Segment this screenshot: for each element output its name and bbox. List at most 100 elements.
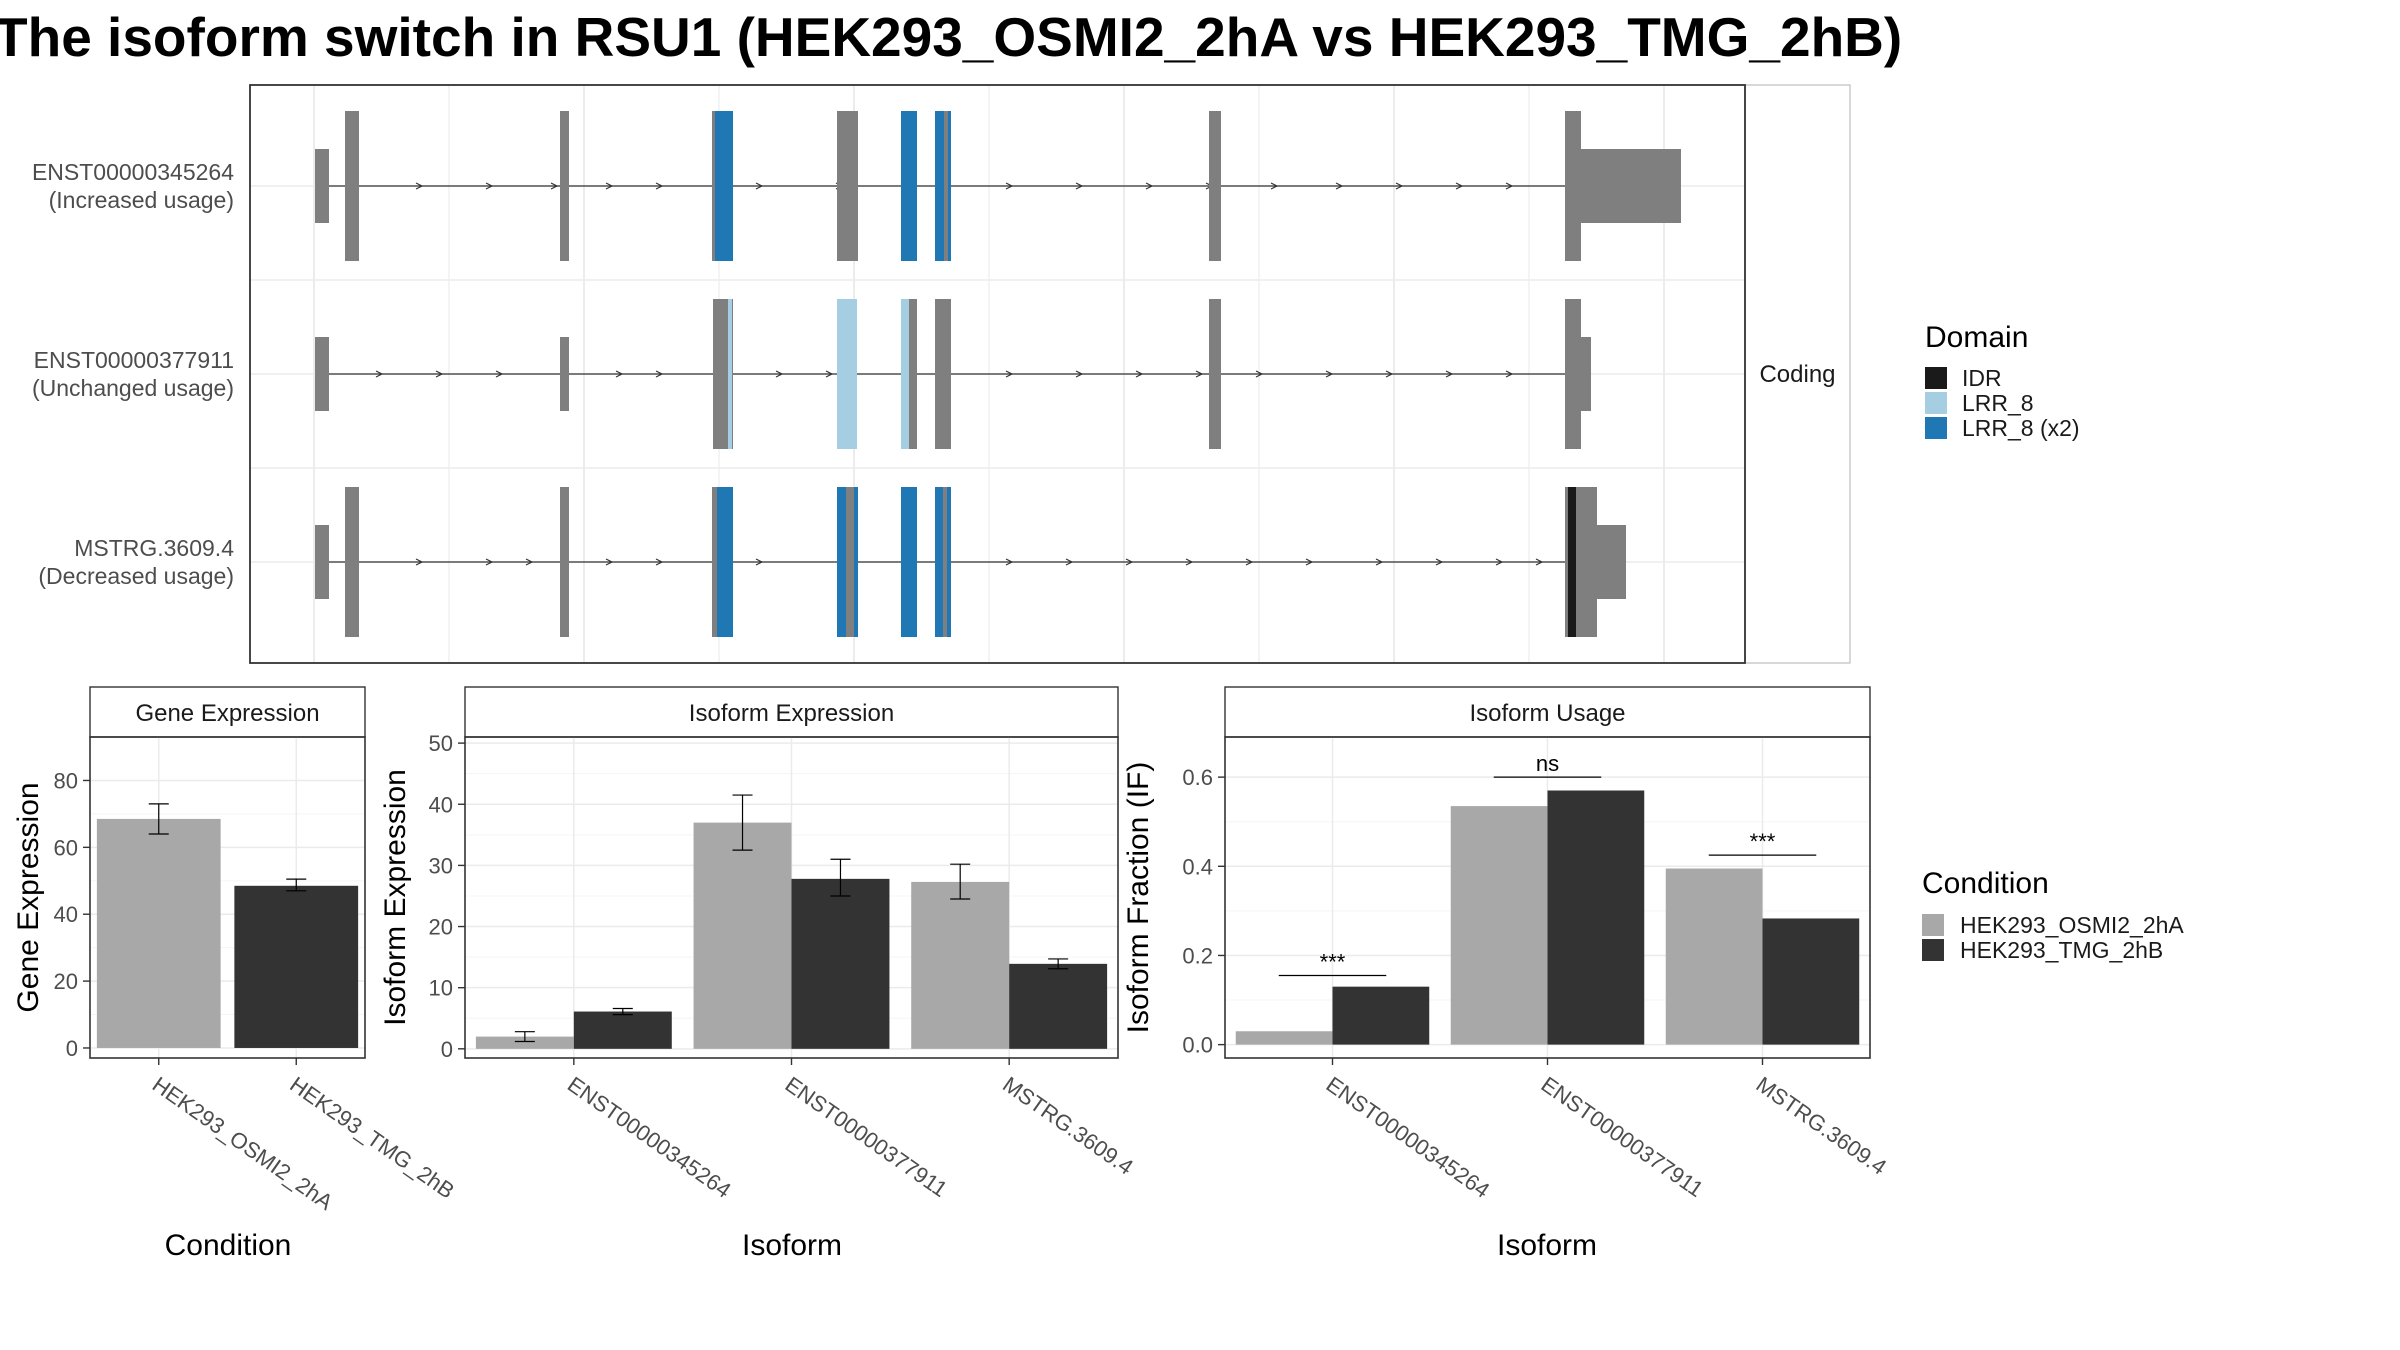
bar xyxy=(1547,790,1645,1045)
exon xyxy=(1565,111,1581,261)
strand-arrow xyxy=(1005,182,1014,190)
x-tick-label: ENST00000345264 xyxy=(563,1072,736,1203)
significance-label: *** xyxy=(1750,829,1776,854)
exon xyxy=(901,111,917,261)
exon xyxy=(1209,299,1221,449)
exon xyxy=(846,487,854,637)
strand-arrow xyxy=(1195,370,1204,378)
condition-legend-key xyxy=(1922,939,1944,961)
panel-title: Gene Expression xyxy=(135,700,319,727)
strand-arrow xyxy=(1505,370,1514,378)
domain-legend-label: LRR_8 (x2) xyxy=(1962,415,2080,441)
x-tick-label: ENST00000377911 xyxy=(781,1072,952,1202)
y-axis-title: Gene Expression xyxy=(12,782,45,1012)
strand-arrow xyxy=(775,370,784,378)
exon xyxy=(713,111,733,261)
y-tick-label: 20 xyxy=(429,915,453,940)
bar xyxy=(1009,963,1108,1049)
strand-arrow xyxy=(1505,182,1514,190)
strand-arrow xyxy=(485,558,494,566)
exon xyxy=(345,487,359,637)
y-tick-label: 0 xyxy=(441,1037,453,1062)
x-axis-title: Isoform xyxy=(742,1229,842,1262)
strand-arrow xyxy=(1335,182,1344,190)
strand-arrow xyxy=(1075,370,1084,378)
facet-strip xyxy=(89,686,366,738)
x-axis-title: Isoform xyxy=(1497,1229,1597,1262)
y-tick-label: 0.2 xyxy=(1182,943,1213,968)
y-tick-label: 30 xyxy=(429,853,453,878)
x-axis-title: Condition xyxy=(165,1229,292,1262)
x-tick-label: ENST00000345264 xyxy=(1322,1072,1495,1203)
bar xyxy=(96,818,221,1048)
exon xyxy=(943,487,947,637)
strand-arrow xyxy=(550,182,559,190)
panel-title: Isoform Usage xyxy=(1469,700,1625,727)
bar xyxy=(1762,918,1860,1045)
condition-legend-label: HEK293_OSMI2_2hA xyxy=(1960,912,2184,938)
strand-arrow xyxy=(755,182,764,190)
exon xyxy=(712,487,717,637)
exon xyxy=(345,111,359,261)
facet-strip xyxy=(1744,84,1851,664)
exon xyxy=(1581,337,1591,411)
bar xyxy=(693,822,792,1049)
facet-strip xyxy=(1224,686,1871,738)
facet-strip xyxy=(464,686,1119,738)
strand-arrow xyxy=(1435,558,1444,566)
exon xyxy=(837,111,841,261)
y-tick-label: 10 xyxy=(429,976,453,1001)
strand-arrow xyxy=(825,370,834,378)
y-tick-label: 80 xyxy=(54,768,78,793)
exon xyxy=(1596,525,1626,599)
strand-arrow xyxy=(1065,558,1074,566)
strand-arrow xyxy=(1375,558,1384,566)
isoform-id-label: ENST00000377911 xyxy=(34,347,234,373)
y-tick-label: 0.0 xyxy=(1182,1033,1213,1058)
exon xyxy=(560,487,569,637)
bar xyxy=(475,1036,574,1049)
bar xyxy=(234,885,359,1048)
exon xyxy=(712,111,715,261)
plot-border xyxy=(249,84,1746,664)
strand-arrow xyxy=(375,370,384,378)
strand-arrow xyxy=(1185,558,1194,566)
strand-arrow xyxy=(1395,182,1404,190)
exon xyxy=(315,149,329,223)
bar xyxy=(1450,806,1548,1045)
domain-legend-label: IDR xyxy=(1962,365,2002,391)
isoform-id-label: MSTRG.3609.4 xyxy=(74,535,234,561)
bar xyxy=(1332,986,1430,1045)
domain-legend-key xyxy=(1925,367,1947,389)
x-tick-label: MSTRG.3609.4 xyxy=(998,1072,1138,1180)
strand-arrow xyxy=(1145,182,1154,190)
strand-arrow xyxy=(1535,558,1544,566)
exon xyxy=(837,111,858,261)
domain-legend-label: LRR_8 xyxy=(1962,390,2034,416)
exon xyxy=(1581,149,1681,223)
panel-title: Isoform Expression xyxy=(689,700,894,727)
exon xyxy=(1565,299,1581,449)
strand-arrow xyxy=(1455,182,1464,190)
strand-arrow xyxy=(605,558,614,566)
exon xyxy=(901,487,917,637)
y-tick-label: 50 xyxy=(429,731,453,756)
bar xyxy=(573,1011,672,1049)
x-tick-label: MSTRG.3609.4 xyxy=(1752,1072,1892,1180)
strand-arrow xyxy=(1135,370,1144,378)
figure-title: The isoform switch in RSU1 (HEK293_OSMI2… xyxy=(0,6,1902,68)
strand-arrow xyxy=(655,182,664,190)
isoform-usage-label: (Unchanged usage) xyxy=(32,375,234,401)
strand-arrow xyxy=(485,182,494,190)
exon xyxy=(935,111,951,261)
domain-legend-key xyxy=(1925,392,1947,414)
exon xyxy=(1566,487,1568,637)
strand-arrow xyxy=(1385,370,1394,378)
exon xyxy=(909,299,917,449)
strand-arrow xyxy=(1305,558,1314,566)
y-tick-label: 40 xyxy=(54,902,78,927)
strand-arrow xyxy=(1445,370,1454,378)
strand-arrow xyxy=(1255,370,1264,378)
